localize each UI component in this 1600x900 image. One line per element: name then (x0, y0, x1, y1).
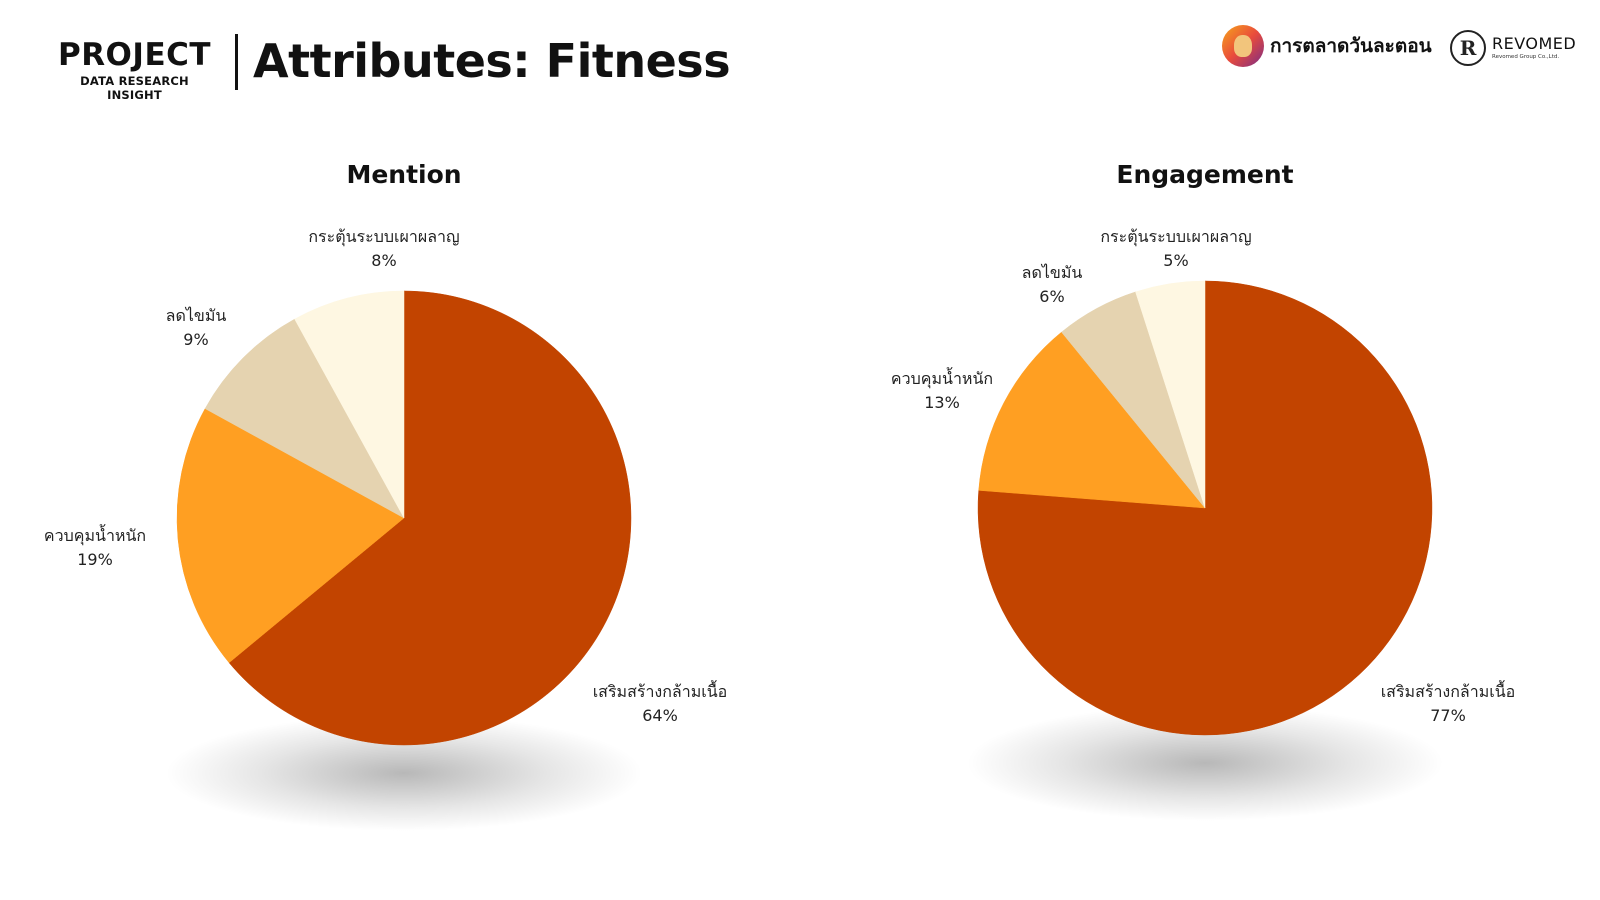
revomed-logo-text: REVOMED Revomed Group Co.,Ltd. (1492, 35, 1576, 61)
engagement-slice-weight (978, 331, 1206, 509)
mention-label-weight: ควบคุมน้ำหนัก (44, 524, 146, 546)
mention-slice-muscle (228, 290, 632, 746)
engagement-pie-chart: Engagement เสริมสร้างกล้ามเนื้อ 77% ควบคุมน… (891, 160, 1515, 821)
engagement-label-metabolism: กระตุ้นระบบเผาผลาญ (1100, 227, 1251, 247)
engagement-value-metabolism: 5% (1163, 251, 1188, 270)
marketing-logo-text: การตลาดวันละตอน (1270, 35, 1432, 57)
header-divider (235, 34, 238, 90)
engagement-label-fat: ลดไขมัน (1022, 263, 1083, 282)
engagement-value-muscle: 77% (1430, 706, 1466, 725)
project-brand: PROJECT DATA RESEARCH INSIGHT (52, 38, 217, 102)
engagement-slice-metabolism (1135, 280, 1206, 509)
engagement-value-fat: 6% (1039, 287, 1064, 306)
mention-value-muscle: 64% (642, 706, 678, 725)
mention-slice-weight (176, 408, 405, 664)
mention-slice-fat (204, 318, 405, 519)
mention-pie-chart: Mention เสริมสร้างกล้ามเนื้อ 64% ควบคุมน้ำห… (44, 160, 727, 831)
revomed-logo: R REVOMED Revomed Group Co.,Ltd. (1450, 26, 1576, 70)
mention-label-fat: ลดไขมัน (166, 306, 227, 325)
engagement-slice-muscle (977, 280, 1433, 736)
marketing-logo: การตลาดวันละตอน (1222, 24, 1432, 68)
mention-label-muscle: เสริมสร้างกล้ามเนื้อ (593, 680, 728, 701)
engagement-chart-title: Engagement (1116, 160, 1293, 189)
mention-pie-shadow (165, 715, 643, 831)
page-title: Attributes: Fitness (253, 34, 731, 88)
avatar-logo-icon (1222, 25, 1264, 67)
mention-value-metabolism: 8% (371, 251, 396, 270)
engagement-pie-shadow (966, 705, 1444, 821)
mention-label-metabolism: กระตุ้นระบบเผาผลาญ (308, 227, 459, 247)
revomed-name: REVOMED (1492, 34, 1577, 53)
mention-slice-metabolism (294, 290, 405, 519)
page-header: PROJECT DATA RESEARCH INSIGHT Attributes… (0, 0, 1600, 110)
engagement-label-weight: ควบคุมน้ำหนัก (891, 367, 993, 389)
brand-main-text: PROJECT (57, 37, 212, 73)
mention-value-fat: 9% (183, 330, 208, 349)
engagement-label-muscle: เสริมสร้างกล้ามเนื้อ (1381, 680, 1516, 701)
brand-sub-text: DATA RESEARCH INSIGHT (80, 74, 189, 102)
revomed-sub: Revomed Group Co.,Ltd. (1492, 54, 1560, 60)
revomed-r-icon: R (1450, 30, 1486, 66)
mention-chart-title: Mention (346, 160, 461, 189)
engagement-value-weight: 13% (924, 393, 960, 412)
mention-value-weight: 19% (77, 550, 113, 569)
